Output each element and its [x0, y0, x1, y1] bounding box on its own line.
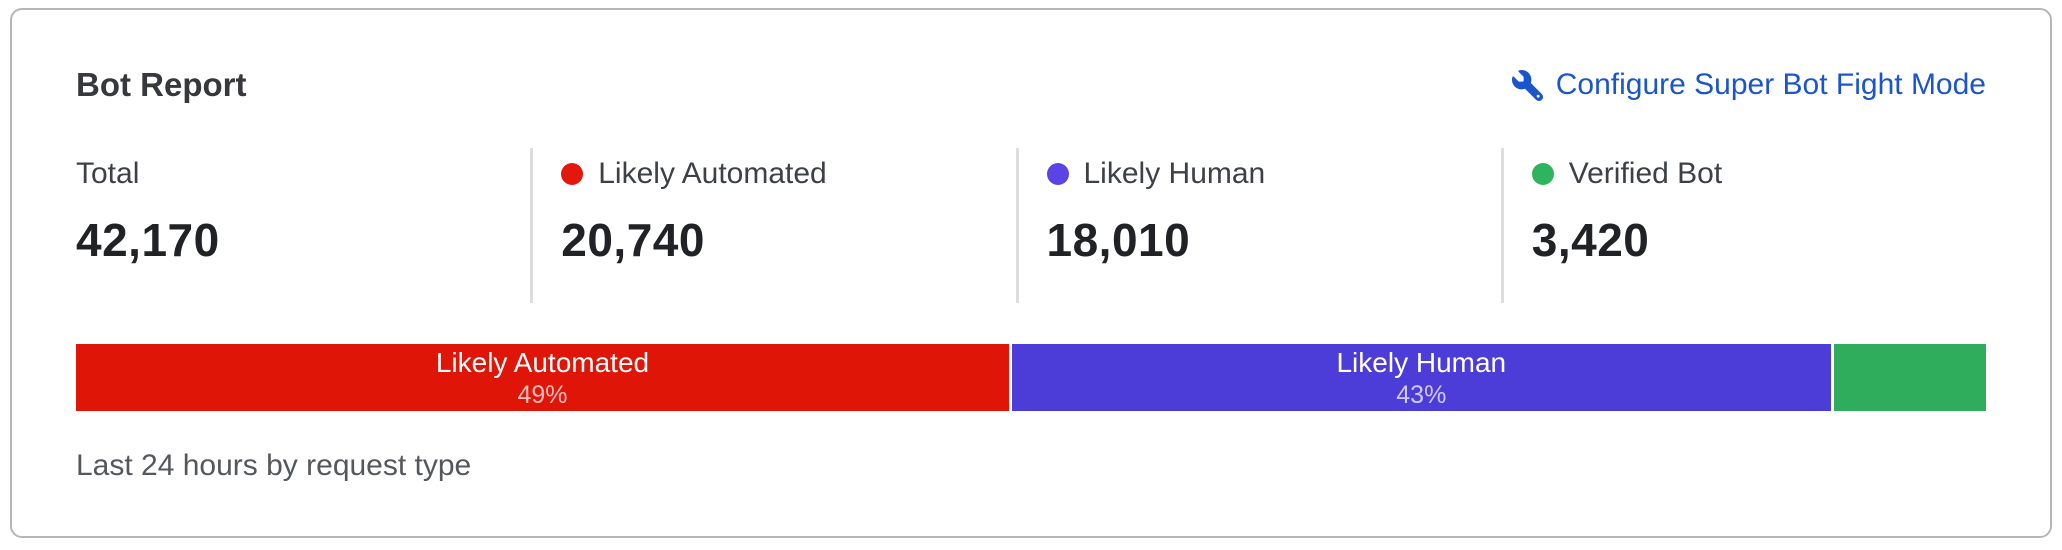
stat-likely-automated-value: 20,740	[561, 214, 705, 266]
stat-likely-automated: Likely Automated 20,740	[530, 148, 1015, 303]
request-type-distribution-bar: Likely Automated 49% Likely Human 43%	[76, 344, 1986, 411]
bot-report-card: Bot Report Configure Super Bot Fight Mod…	[10, 8, 2052, 538]
stat-total-label: Total	[76, 157, 140, 190]
bar-segment-likely-human: Likely Human 43%	[1011, 344, 1831, 411]
likely-human-dot-icon	[1046, 163, 1069, 185]
configure-super-bot-fight-mode-link[interactable]: Configure Super Bot Fight Mode	[1511, 66, 1986, 104]
stat-verified-bot: Verified Bot 3,420	[1500, 148, 1986, 303]
time-range-caption: Last 24 hours by request type	[76, 449, 472, 482]
likely-automated-dot-icon	[561, 163, 584, 185]
stat-likely-human-label-row: Likely Human	[1046, 156, 1501, 192]
verified-bot-dot-icon	[1531, 163, 1554, 185]
stat-likely-automated-label-row: Likely Automated	[561, 156, 1015, 192]
stat-verified-bot-label: Verified Bot	[1568, 157, 1723, 190]
bar-segment-likely-automated-percent: 49%	[517, 380, 568, 409]
stat-total-label-row: Total	[76, 156, 530, 192]
configure-link-label: Configure Super Bot Fight Mode	[1555, 68, 1986, 101]
bar-segment-verified-bot	[1833, 344, 1986, 411]
stat-verified-bot-value: 3,420	[1531, 214, 1650, 266]
stat-likely-automated-label: Likely Automated	[598, 157, 827, 190]
stat-total: Total 42,170	[76, 148, 530, 303]
wrench-icon	[1511, 69, 1543, 101]
card-header: Bot Report Configure Super Bot Fight Mod…	[76, 64, 1986, 106]
bar-segment-likely-automated: Likely Automated 49%	[76, 344, 1009, 411]
stat-likely-human-label: Likely Human	[1083, 157, 1266, 190]
page-title: Bot Report	[76, 66, 247, 103]
stat-likely-human-value: 18,010	[1046, 214, 1191, 266]
bar-segment-likely-human-label: Likely Human	[1336, 346, 1507, 378]
stat-likely-human: Likely Human 18,010	[1015, 148, 1501, 303]
stat-verified-bot-label-row: Verified Bot	[1531, 156, 1986, 192]
bar-segment-likely-automated-label: Likely Automated	[435, 346, 650, 378]
stat-total-value: 42,170	[76, 214, 220, 266]
stats-row: Total 42,170 Likely Automated 20,740 Lik…	[76, 148, 1986, 303]
bar-segment-likely-human-percent: 43%	[1396, 380, 1447, 409]
